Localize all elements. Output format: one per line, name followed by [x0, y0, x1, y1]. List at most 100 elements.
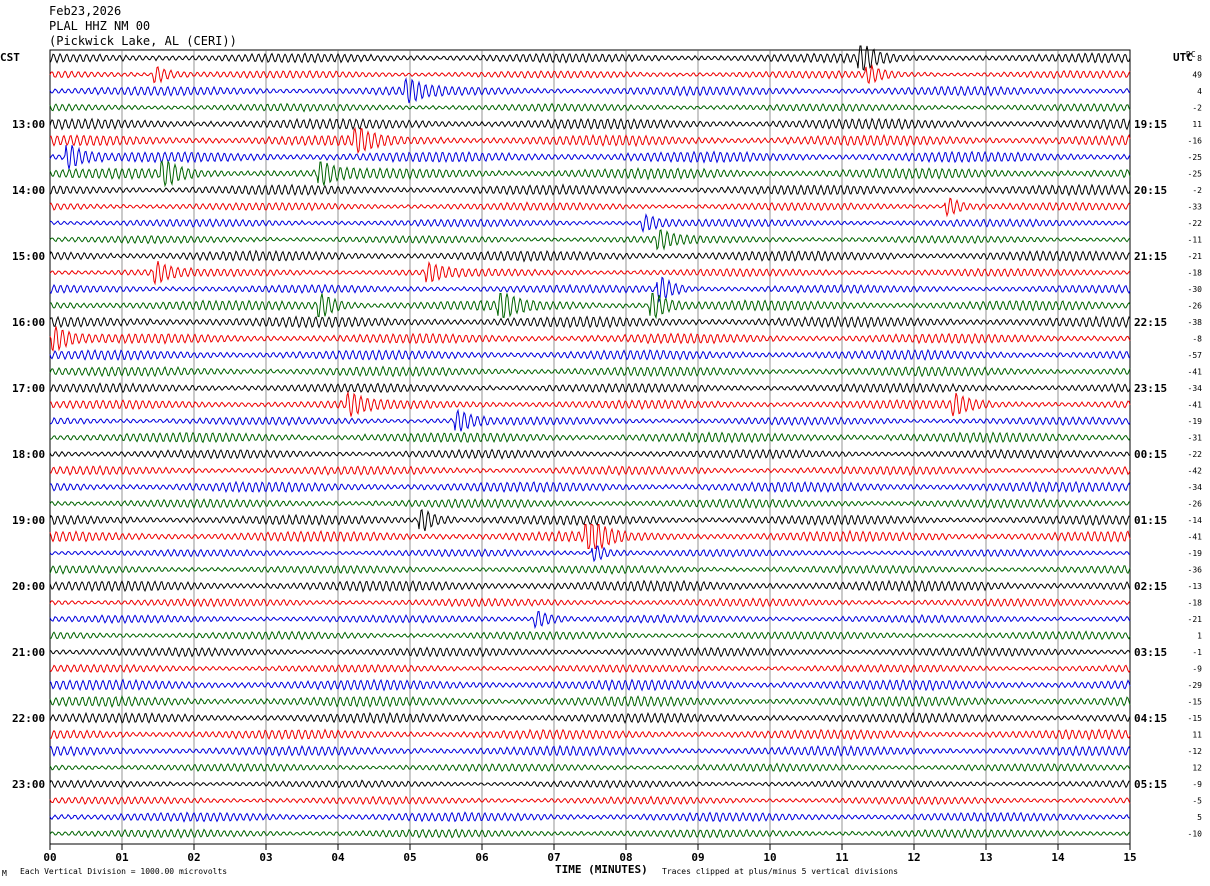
x-tick-label: 11 [835, 851, 849, 864]
trace-line [49, 564, 1131, 575]
trace-line [49, 365, 1131, 378]
right-time-label: 00:15 [1134, 448, 1167, 461]
dc-offset: -29 [1188, 681, 1203, 690]
trace-line [49, 77, 1131, 104]
left-time-label: 15:00 [12, 250, 45, 263]
dc-offset: -41 [1188, 401, 1203, 410]
trace-line [50, 431, 1131, 444]
dc-offset: 5 [1197, 813, 1202, 822]
dc-offset: -2 [1192, 104, 1202, 113]
trace-line [49, 183, 1131, 197]
trace-line [49, 260, 1131, 286]
x-tick-label: 00 [43, 851, 56, 864]
plot-frame [49, 49, 1131, 845]
dc-offset: -9 [1192, 780, 1202, 789]
dc-offset: -16 [1188, 137, 1203, 146]
trace-line [49, 197, 1131, 218]
clip-note: Traces clipped at plus/minus 5 vertical … [662, 867, 898, 876]
x-tick-label: 01 [115, 851, 129, 864]
trace-line [49, 762, 1131, 773]
trace-line [49, 213, 1131, 234]
trace-line [49, 391, 1131, 417]
trace-line [49, 464, 1131, 476]
corner-mark: M [2, 869, 7, 878]
dc-offset: -15 [1188, 698, 1203, 707]
left-time-label: 13:00 [12, 118, 45, 131]
x-tick-label: 13 [979, 851, 992, 864]
dc-offset: -41 [1188, 368, 1203, 377]
x-tick-label: 06 [475, 851, 489, 864]
trace-group [49, 45, 1131, 839]
right-time-label: 22:15 [1134, 316, 1167, 329]
dc-offset: -26 [1188, 302, 1203, 311]
trace-line [49, 326, 1131, 352]
trace-line [49, 795, 1131, 806]
x-tick-label: 04 [331, 851, 345, 864]
trace-line [49, 828, 1131, 839]
minute-gridlines [121, 50, 1059, 844]
dc-offset: -33 [1188, 203, 1203, 212]
dc-offset: -13 [1188, 582, 1203, 591]
dc-offset: -21 [1188, 615, 1203, 624]
scale-note: Each Vertical Division = 1000.00 microvo… [20, 867, 227, 876]
dc-offset: -12 [1188, 747, 1203, 756]
dc-offset: -8 [1192, 335, 1202, 344]
dc-offset: -31 [1188, 434, 1203, 443]
trace-line [49, 160, 1131, 188]
trace-line [49, 597, 1131, 608]
trace-line [49, 646, 1131, 658]
dc-offset: -15 [1188, 714, 1203, 723]
dc-offset: -22 [1188, 219, 1203, 228]
right-timezone-label: UTC [1173, 51, 1193, 64]
dc-offset: -26 [1188, 500, 1203, 509]
x-tick-label: 09 [691, 851, 704, 864]
right-time-label: 21:15 [1134, 250, 1167, 263]
trace-line [49, 663, 1131, 674]
dc-offset: -30 [1188, 285, 1203, 294]
trace-line [49, 126, 1131, 155]
trace-line [49, 145, 1131, 170]
x-tick-label: 02 [187, 851, 200, 864]
trace-line [49, 611, 1131, 630]
dc-offset: -5 [1192, 797, 1202, 806]
trace-line [49, 497, 1131, 510]
dc-offset: -42 [1188, 467, 1203, 476]
right-time-label: 01:15 [1134, 514, 1167, 527]
dc-offset: -34 [1188, 384, 1203, 393]
x-tick-label: 10 [763, 851, 776, 864]
trace-line [49, 711, 1131, 725]
trace-line [49, 678, 1131, 692]
trace-line [49, 102, 1131, 113]
x-axis-title: TIME (MINUTES) [555, 863, 648, 876]
left-time-label: 22:00 [12, 712, 45, 725]
trace-line [49, 117, 1131, 131]
trace-line [49, 348, 1131, 361]
right-time-label: 05:15 [1134, 778, 1167, 791]
dc-offset: -19 [1188, 549, 1203, 558]
right-time-label: 23:15 [1134, 382, 1167, 395]
trace-line [49, 524, 1131, 549]
x-tick-label: 07 [547, 851, 560, 864]
dc-offset: -18 [1188, 269, 1203, 278]
x-tick-label: 03 [259, 851, 272, 864]
trace-line [49, 480, 1131, 494]
dc-offset-labels: 8494-211-16-25-25-2-33-22-11-21-18-30-26… [1188, 54, 1203, 839]
x-tick-label: 12 [907, 851, 920, 864]
header-date: Feb23,2026 [49, 4, 121, 18]
left-time-labels: 13:00 14:00 15:00 16:00 17:00 18:00 19:00 20:00… [12, 118, 45, 791]
dc-offset: -34 [1188, 483, 1203, 492]
x-tick-label: 05 [403, 851, 416, 864]
dc-offset: -21 [1188, 252, 1203, 261]
trace-line [49, 744, 1131, 757]
left-time-label: 23:00 [12, 778, 45, 791]
trace-line [49, 63, 1131, 85]
header-location: (Pickwick Lake, AL (CERI)) [49, 34, 237, 48]
right-time-label: 19:15 [1134, 118, 1167, 131]
dc-offset: 12 [1192, 764, 1202, 773]
dc-offset: -19 [1188, 417, 1203, 426]
x-axis-ticks: 00 01 02 03 04 05 06 07 08 09 10 11 12 13 14 15 [43, 844, 1137, 864]
dc-offset: -25 [1188, 153, 1203, 162]
right-time-label: 20:15 [1134, 184, 1167, 197]
dc-offset: -14 [1188, 516, 1203, 525]
